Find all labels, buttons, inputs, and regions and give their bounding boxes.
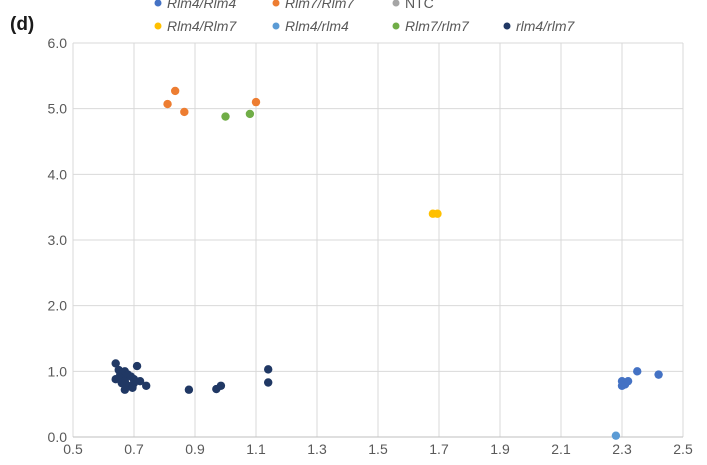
legend-label-3: Rlm4/Rlm7 (167, 18, 237, 34)
x-tick-labels: 0.5 0.7 0.9 1.1 1.3 1.5 1.7 1.9 2.1 2.3 2.5 (63, 441, 693, 457)
point-rlm7-rlm7-1 (245, 109, 255, 119)
legend-marker-3 (154, 22, 162, 30)
x-tick-label: 2.5 (673, 441, 693, 457)
x-tick-label: 0.7 (124, 441, 144, 457)
point-rlm4-rlm7-11 (120, 385, 130, 394)
point-rlm7-rlm7-3 (251, 97, 261, 107)
y-tick-label: 4.0 (48, 166, 68, 182)
x-tick-label: 0.9 (185, 441, 205, 457)
point-rlm4-rlm7-0 (111, 359, 120, 368)
point-rlm4-rlm7-13 (132, 361, 142, 371)
legend-label-5: Rlm7/rlm7 (405, 18, 470, 34)
panel-label: (d) (10, 14, 34, 35)
x-tick-label: 2.1 (551, 441, 571, 457)
point-rlm7-rlm7-1 (170, 86, 180, 96)
y-tick-label: 3.0 (48, 232, 68, 248)
legend-marker-6 (503, 22, 511, 30)
x-tick-label: 2.3 (612, 441, 632, 457)
point-rlm7-rlm7-2 (180, 107, 189, 117)
point-rlm4-rlm4-4 (654, 370, 663, 379)
x-tick-label: 0.5 (63, 441, 83, 457)
legend-marker-0 (154, 0, 162, 7)
y-tick-label: 2.0 (48, 298, 68, 314)
point-rlm4-rlm7-4 (111, 375, 120, 384)
legend-label-1: Rlm7/Rlm7 (285, 0, 355, 11)
y-tick-labels: 0.0 1.0 2.0 3.0 4.0 5.0 6.0 (48, 35, 68, 445)
point-rlm4-rlm7-20 (216, 381, 226, 390)
legend-label-2: NTC (405, 0, 434, 11)
y-tick-label: 1.0 (48, 363, 68, 379)
legend-label-6: rlm4/rlm7 (516, 18, 576, 34)
legend-label-0: Rlm4/Rlm4 (167, 0, 236, 11)
point-rlm4-rlm7-16 (117, 378, 127, 388)
x-tick-label: 1.9 (490, 441, 510, 457)
point-rlm4-rlm7-18 (184, 385, 194, 394)
data-points (111, 86, 663, 440)
x-tick-label: 1.1 (246, 441, 266, 457)
legend-marker-5 (392, 22, 400, 30)
x-tick-label: 1.3 (307, 441, 327, 457)
point-rlm4-rlm7-1 (433, 209, 442, 218)
point-rlm4-rlm4-5 (617, 381, 627, 390)
point-rlm7-rlm7-0 (163, 99, 172, 109)
x-tick-label: 1.5 (368, 441, 388, 457)
x-tick-label: 1.7 (429, 441, 449, 457)
point-rlm4-rlm7-14 (135, 376, 145, 386)
point-rlm4-rlm7-17 (128, 383, 137, 392)
point-rlm4-rlm4-0 (611, 431, 621, 440)
point-rlm4-rlm4-3 (633, 367, 642, 376)
point-rlm4-rlm7-22 (264, 378, 273, 387)
point-rlm4-rlm4-2 (623, 376, 633, 386)
y-tick-label: 0.0 (48, 429, 68, 445)
legend-marker-2 (392, 0, 400, 7)
legend-label-4: Rlm4/rlm4 (285, 18, 349, 34)
point-rlm4-rlm7-15 (142, 381, 151, 390)
legend-marker-4 (272, 22, 280, 30)
legend-marker-1 (272, 0, 280, 7)
y-tick-label: 5.0 (48, 101, 68, 117)
legend: Rlm4/Rlm4 Rlm7/Rlm7 NTC Rlm4/Rlm7 Rlm4/rlm4 R… (154, 0, 576, 34)
point-rlm4-rlm7-21 (264, 365, 273, 374)
point-rlm7-rlm7-0 (221, 112, 230, 121)
y-tick-label: 6.0 (48, 35, 68, 51)
